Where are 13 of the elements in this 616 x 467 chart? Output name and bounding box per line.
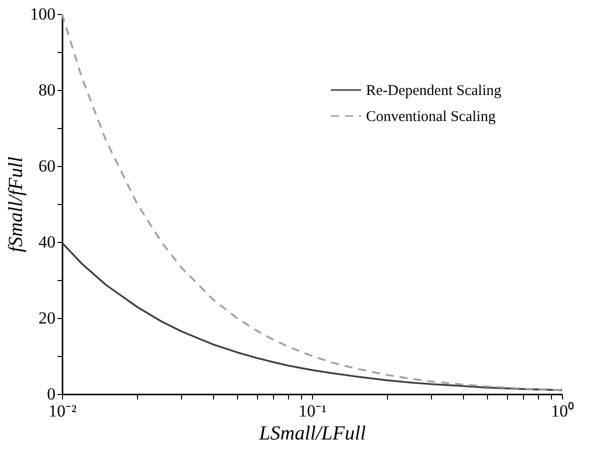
x-axis-title: LSmall/LFull — [258, 422, 366, 444]
y-tick-label: 80 — [38, 80, 56, 100]
y-tick-label: 0 — [47, 384, 56, 404]
legend-label: Conventional Scaling — [366, 109, 496, 125]
y-tick-label: 60 — [38, 156, 56, 176]
y-axis-title: fSmall/fFull — [5, 156, 27, 252]
x-tick-label: 10⁰ — [551, 402, 574, 420]
y-tick-label: 100 — [30, 4, 56, 24]
y-tick-label: 20 — [38, 308, 56, 328]
x-tick-label: 10⁻¹ — [298, 402, 327, 420]
x-tick-label: 10⁻² — [48, 402, 77, 420]
y-tick-label: 40 — [38, 232, 56, 252]
legend-label: Re-Dependent Scaling — [366, 83, 502, 99]
